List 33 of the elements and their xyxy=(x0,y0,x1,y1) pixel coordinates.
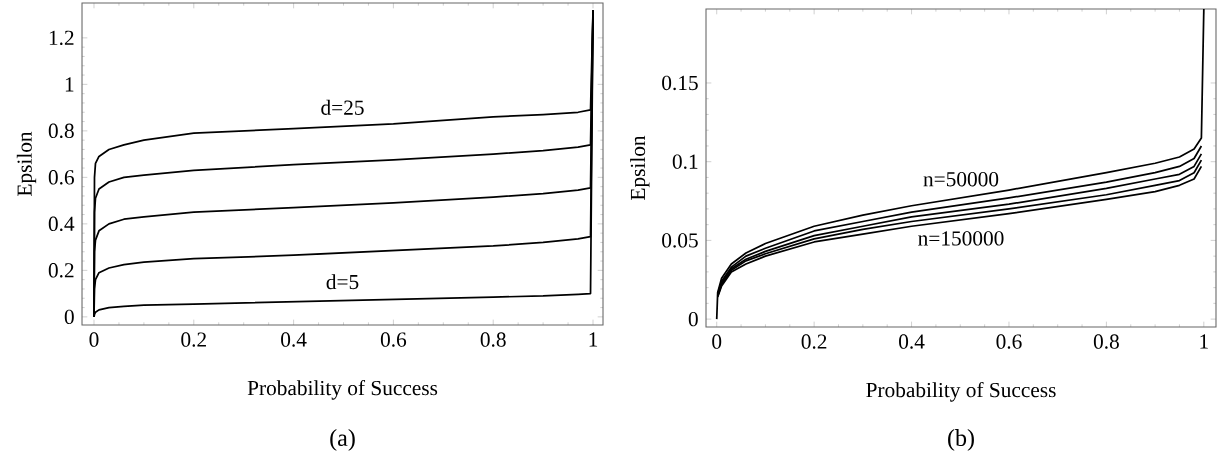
x-tick-label: 0.2 xyxy=(181,332,206,347)
y-tick-label: 1.2 xyxy=(49,30,74,46)
y-tick-label: 1 xyxy=(65,77,74,92)
y-tick-label: 0.6 xyxy=(48,170,74,185)
x-tick-label: 0 xyxy=(89,332,99,347)
x-tick-label: 0 xyxy=(712,334,722,349)
y-tick-label: 0.4 xyxy=(48,216,75,232)
x-tick-label: 0.4 xyxy=(281,332,307,347)
series-label: d=5 xyxy=(326,274,359,290)
y-tick-label: 0 xyxy=(64,309,74,325)
x-axis-title: Probability of Success xyxy=(247,380,438,400)
y-tick-label: 0.2 xyxy=(48,263,74,278)
x-tick-label: 0.4 xyxy=(899,334,925,349)
y-tick-label: 0 xyxy=(688,311,698,327)
x-tick-label: 1 xyxy=(589,332,598,347)
x-tick-label: 1 xyxy=(1200,334,1208,349)
y-tick-label: 0.05 xyxy=(662,233,698,248)
x-axis-title: Probability of Success xyxy=(866,382,1056,402)
y-tick-label: 0.15 xyxy=(662,75,698,91)
y-axis-title: Epsilon xyxy=(630,135,650,200)
series-label: d=25 xyxy=(321,99,364,115)
y-axis-title: Epsilon xyxy=(16,131,37,196)
series-label: n=50000 xyxy=(923,172,999,187)
x-tick-label: 0.6 xyxy=(380,332,407,347)
x-tick-label: 0.8 xyxy=(1093,334,1119,349)
x-tick-label: 0.2 xyxy=(801,334,827,349)
series-label: n=150000 xyxy=(918,231,1004,246)
y-tick-label: 0.8 xyxy=(48,123,74,139)
x-tick-label: 0.6 xyxy=(996,334,1022,349)
text: (a) xyxy=(330,429,355,451)
y-tick-label: 0.1 xyxy=(672,154,698,169)
text: (b) xyxy=(948,429,974,451)
x-tick-label: 0.8 xyxy=(480,332,506,347)
